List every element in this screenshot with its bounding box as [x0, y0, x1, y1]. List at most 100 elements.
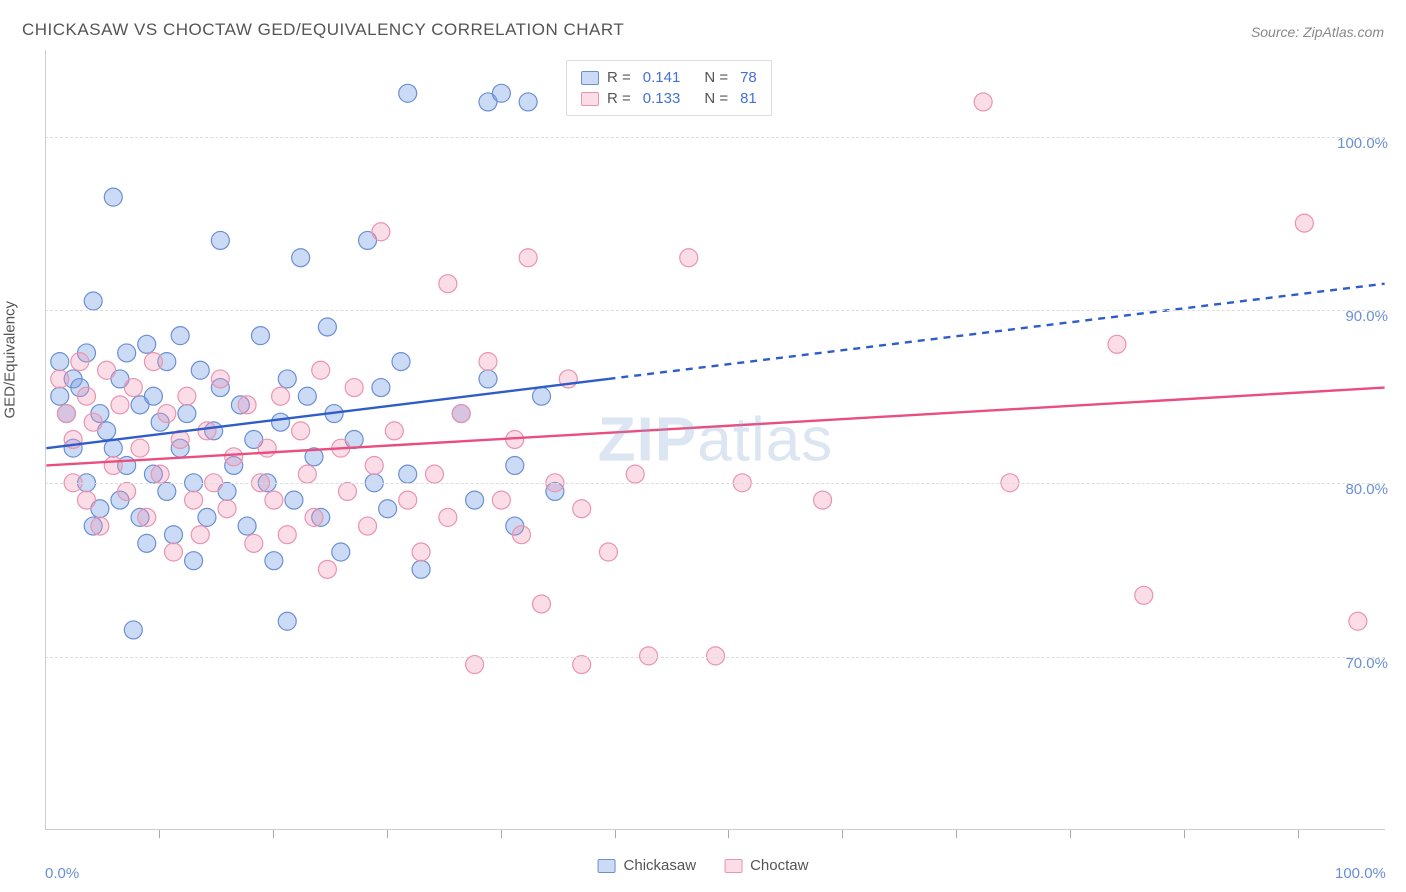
- scatter-point: [599, 543, 617, 561]
- scatter-point: [412, 543, 430, 561]
- scatter-point: [272, 413, 290, 431]
- scatter-point: [379, 500, 397, 518]
- stats-row-choctaw: R = 0.133 N = 81: [581, 88, 757, 109]
- n-label: N =: [704, 90, 728, 107]
- scatter-point: [98, 361, 116, 379]
- scatter-point: [144, 387, 162, 405]
- r-value-choctaw: 0.133: [643, 90, 681, 107]
- xtick-mark: [615, 830, 616, 838]
- scatter-point: [138, 508, 156, 526]
- scatter-point: [211, 370, 229, 388]
- n-value-chickasaw: 78: [740, 69, 757, 86]
- scatter-point: [272, 387, 290, 405]
- xtick-mark: [387, 830, 388, 838]
- scatter-point: [573, 500, 591, 518]
- stats-row-chickasaw: R = 0.141 N = 78: [581, 67, 757, 88]
- scatter-point: [285, 491, 303, 509]
- trend-line-dashed: [608, 284, 1384, 379]
- scatter-point: [124, 379, 142, 397]
- legend-label: Choctaw: [750, 857, 808, 874]
- scatter-point: [84, 292, 102, 310]
- scatter-point: [91, 517, 109, 535]
- scatter-point: [533, 595, 551, 613]
- scatter-point: [399, 465, 417, 483]
- scatter-point: [452, 405, 470, 423]
- chart-container: CHICKASAW VS CHOCTAW GED/EQUIVALENCY COR…: [0, 0, 1406, 892]
- scatter-point: [412, 560, 430, 578]
- n-label: N =: [704, 69, 728, 86]
- scatter-point: [84, 413, 102, 431]
- scatter-point: [245, 534, 263, 552]
- xtick-label: 100.0%: [1335, 865, 1386, 882]
- scatter-point: [124, 621, 142, 639]
- scatter-point: [466, 656, 484, 674]
- scatter-point: [198, 422, 216, 440]
- scatter-point: [533, 387, 551, 405]
- scatter-point: [492, 84, 510, 102]
- scatter-point: [71, 353, 89, 371]
- scatter-point: [144, 353, 162, 371]
- scatter-point: [372, 379, 390, 397]
- scatter-point: [251, 327, 269, 345]
- scatter-point: [158, 405, 176, 423]
- n-value-choctaw: 81: [740, 90, 757, 107]
- scatter-point: [78, 491, 96, 509]
- xtick-mark: [1070, 830, 1071, 838]
- scatter-point: [439, 275, 457, 293]
- legend-item-choctaw: Choctaw: [724, 857, 808, 874]
- ytick-label: 90.0%: [1345, 308, 1388, 325]
- xtick-mark: [1298, 830, 1299, 838]
- scatter-point: [165, 543, 183, 561]
- scatter-point: [185, 552, 203, 570]
- scatter-point: [1108, 335, 1126, 353]
- scatter-point: [211, 231, 229, 249]
- scatter-point: [278, 612, 296, 630]
- scatter-point: [185, 491, 203, 509]
- scatter-point: [332, 543, 350, 561]
- scatter-point: [165, 526, 183, 544]
- xtick-mark: [273, 830, 274, 838]
- xtick-mark: [1184, 830, 1185, 838]
- scatter-point: [974, 93, 992, 111]
- scatter-point: [1295, 214, 1313, 232]
- scatter-point: [385, 422, 403, 440]
- scatter-point: [365, 456, 383, 474]
- scatter-point: [265, 552, 283, 570]
- scatter-point: [138, 534, 156, 552]
- scatter-point: [198, 508, 216, 526]
- scatter-point: [218, 500, 236, 518]
- scatter-point: [506, 456, 524, 474]
- scatter-point: [519, 93, 537, 111]
- scatter-point: [298, 387, 316, 405]
- scatter-point: [191, 361, 209, 379]
- scatter-svg: [46, 50, 1385, 829]
- scatter-point: [131, 439, 149, 457]
- scatter-point: [292, 249, 310, 267]
- scatter-point: [51, 353, 69, 371]
- xtick-mark: [956, 830, 957, 838]
- scatter-point: [512, 526, 530, 544]
- scatter-point: [372, 223, 390, 241]
- scatter-point: [399, 84, 417, 102]
- scatter-point: [191, 526, 209, 544]
- scatter-point: [479, 370, 497, 388]
- scatter-point: [318, 560, 336, 578]
- scatter-point: [138, 335, 156, 353]
- scatter-point: [104, 188, 122, 206]
- source-label: Source: ZipAtlas.com: [1251, 24, 1384, 40]
- gridline-h: [45, 137, 1385, 138]
- ytick-label: 70.0%: [1345, 655, 1388, 672]
- scatter-point: [178, 405, 196, 423]
- scatter-point: [258, 439, 276, 457]
- scatter-point: [312, 361, 330, 379]
- scatter-point: [814, 491, 832, 509]
- scatter-point: [118, 344, 136, 362]
- scatter-point: [466, 491, 484, 509]
- scatter-point: [238, 517, 256, 535]
- scatter-point: [278, 370, 296, 388]
- scatter-point: [265, 491, 283, 509]
- scatter-point: [1349, 612, 1367, 630]
- scatter-point: [111, 396, 129, 414]
- chickasaw-swatch-icon: [598, 859, 616, 873]
- bottom-legend: Chickasaw Choctaw: [598, 857, 809, 874]
